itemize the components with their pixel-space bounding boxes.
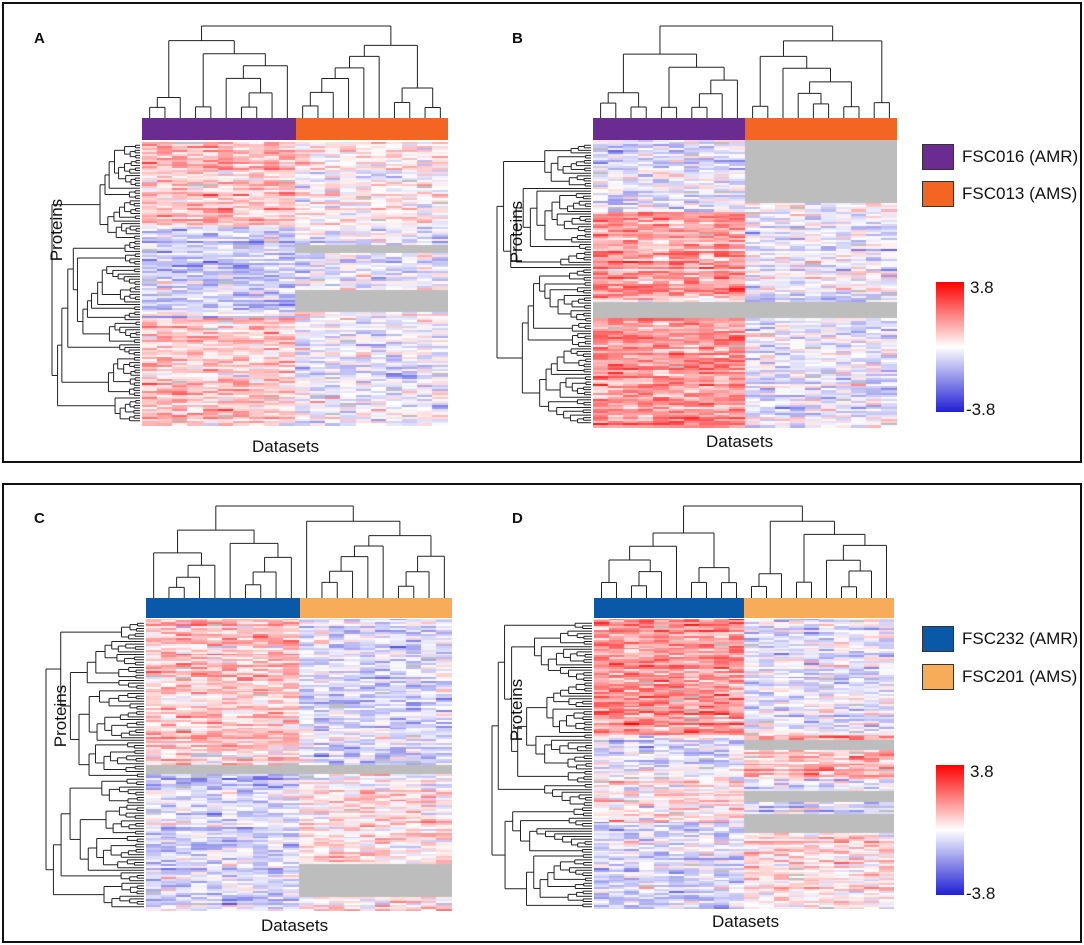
panel-c-heatmap: [146, 619, 452, 911]
colorbar-bottom: [936, 765, 964, 895]
panel-b-ylabel: Proteins: [507, 200, 526, 264]
panel-d-xlabel: Datasets: [712, 912, 780, 931]
panel-a-label: A: [34, 30, 45, 47]
panel-c-group-bar-amr: [146, 598, 300, 618]
colorbar-bottom-max: 3.8: [970, 762, 994, 781]
top-figure-frame: [2, 2, 1082, 463]
panel-b-row-dendrogram: [496, 144, 591, 424]
colorbar-bottom-min: -3.8: [966, 884, 996, 903]
panel-b-xlabel: Datasets: [706, 432, 774, 451]
panel-a-row-dendrogram: [51, 144, 140, 422]
panel-a-ylabel: Proteins: [47, 198, 66, 262]
panel-d-label: D: [512, 510, 523, 527]
colorbar-top: [936, 282, 964, 412]
panel-d-ylabel: Proteins: [507, 678, 526, 742]
panel-b-heatmap: [593, 140, 897, 428]
panel-d-group-bar-ams: [744, 598, 894, 618]
panel-c-group-bar-ams: [300, 598, 452, 618]
panel-b-group-bar-amr: [593, 118, 745, 140]
panel-c-ylabel: Proteins: [51, 684, 70, 748]
panel-d-column-dendrogram: [601, 505, 887, 598]
panel-a-column-dendrogram: [149, 25, 441, 118]
legend-label-fsc013: FSC013 (AMS): [962, 184, 1078, 203]
panel-a-xlabel: Datasets: [252, 437, 320, 456]
panel-a-group-bar-ams: [296, 118, 448, 140]
legend-label-fsc016: FSC016 (AMR): [962, 147, 1079, 166]
panel-c-column-dendrogram: [153, 505, 445, 598]
bottom-figure-frame: [2, 483, 1082, 943]
colorbar-top-min: -3.8: [966, 400, 996, 419]
legend-label-fsc201: FSC201 (AMS): [962, 667, 1078, 686]
panel-d-group-bar-amr: [594, 598, 744, 618]
panel-d-heatmap: [594, 619, 894, 909]
panel-b-group-bar-ams: [745, 118, 897, 140]
legend-swatch-fsc013: [922, 181, 954, 207]
legend-label-fsc232: FSC232 (AMR): [962, 629, 1079, 648]
panel-d-row-dendrogram: [491, 622, 592, 908]
panel-c-row-dendrogram: [45, 622, 144, 908]
panel-a-group-bar-amr: [142, 118, 296, 140]
legend-swatch-fsc232: [922, 626, 954, 652]
colorbar-top-max: 3.8: [970, 278, 994, 297]
legend-swatch-fsc201: [922, 664, 954, 690]
panel-c-xlabel: Datasets: [261, 916, 329, 935]
panel-c-label: C: [34, 510, 45, 527]
panel-a-heatmap: [142, 142, 448, 426]
panel-b-column-dendrogram: [600, 25, 890, 118]
legend-swatch-fsc016: [922, 144, 954, 170]
panel-b-label: B: [512, 30, 523, 47]
